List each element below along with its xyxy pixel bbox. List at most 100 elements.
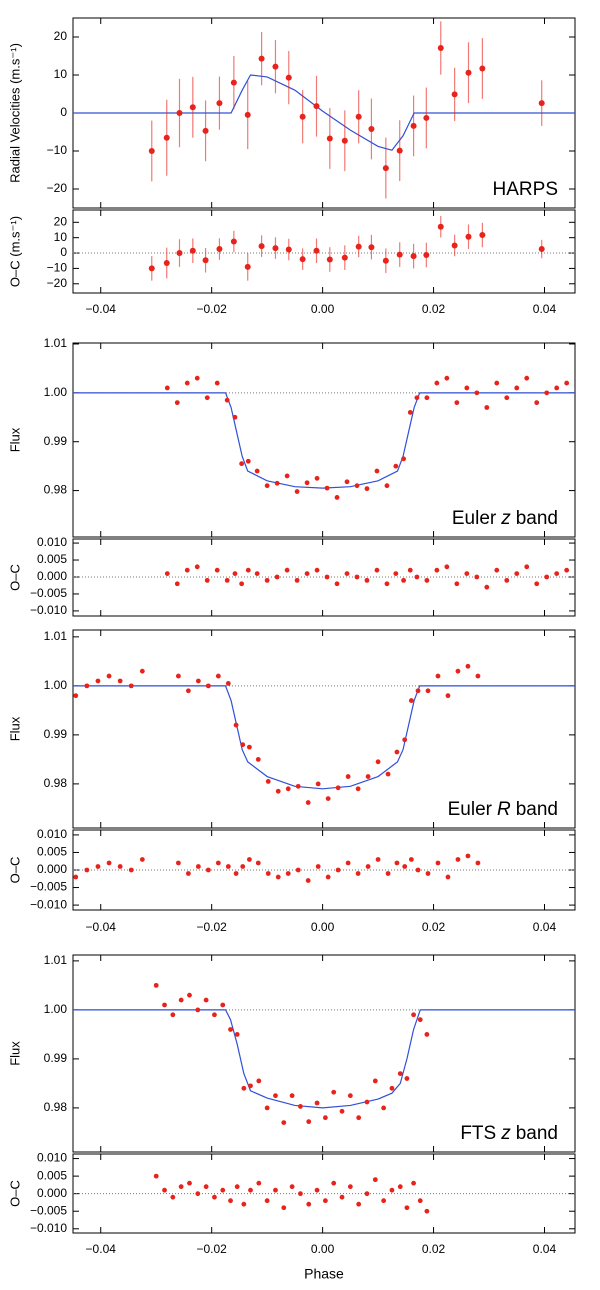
data-point (294, 577, 300, 583)
data-point (484, 405, 490, 410)
y-tick-label: 0.005 (37, 845, 67, 859)
data-point (404, 1076, 410, 1081)
data-point (325, 874, 331, 880)
data-point (464, 385, 470, 391)
model-curve (73, 685, 575, 790)
data-point (264, 1105, 270, 1111)
data-point (106, 673, 112, 679)
data-point (326, 256, 333, 263)
y-tick-label: 0.010 (37, 535, 67, 549)
data-point (554, 385, 560, 391)
data-point (368, 125, 375, 132)
data-point (256, 1180, 262, 1186)
data-point (195, 864, 201, 869)
data-point (538, 246, 545, 253)
data-point (414, 574, 420, 580)
data-point (347, 1184, 353, 1190)
y-tick-label: 0.005 (37, 1168, 67, 1182)
data-point (437, 223, 444, 230)
data-point (73, 874, 79, 880)
data-point (424, 1031, 430, 1037)
data-point (244, 263, 251, 270)
data-point (339, 1108, 345, 1114)
data-point (285, 246, 292, 253)
data-point (410, 122, 417, 129)
data-point (408, 857, 414, 862)
data-point (224, 397, 230, 403)
x-tick-label: 0.02 (422, 1242, 446, 1256)
y-tick-label: 0.99 (44, 727, 68, 741)
data-point (187, 1180, 192, 1186)
data-point (538, 100, 545, 107)
data-point (272, 63, 279, 70)
y-tick-label: 1.01 (44, 953, 68, 967)
x-tick-label: −0.04 (86, 302, 117, 316)
data-point (355, 243, 362, 250)
data-point (345, 774, 351, 779)
data-point (240, 742, 246, 748)
data-point (299, 256, 306, 263)
data-point (464, 571, 470, 576)
data-point (289, 1093, 295, 1099)
data-point (524, 564, 530, 570)
data-point (305, 800, 311, 805)
data-point (397, 1071, 403, 1076)
data-point (285, 786, 291, 792)
data-point (313, 103, 320, 110)
data-point (246, 857, 252, 862)
data-point (354, 483, 360, 489)
data-point (475, 673, 481, 679)
y-axis-label: Flux (7, 427, 22, 452)
data-point (345, 860, 351, 866)
data-point (214, 380, 220, 386)
data-point (424, 395, 430, 401)
data-point (163, 134, 170, 141)
data-point (325, 796, 331, 801)
x-tick-label: 0.00 (311, 1242, 335, 1256)
data-point (455, 668, 461, 674)
data-point (364, 1099, 370, 1105)
data-point (274, 480, 280, 486)
x-tick-label: 0.02 (422, 302, 446, 316)
x-tick-label: −0.02 (196, 1242, 227, 1256)
data-point (306, 1119, 312, 1125)
data-point (258, 243, 265, 250)
y-tick-label: 0.000 (37, 862, 67, 876)
data-point (189, 104, 196, 111)
data-point (382, 257, 389, 264)
y-tick-label: 0.000 (37, 569, 67, 583)
data-point (322, 1198, 328, 1204)
data-point (313, 247, 320, 254)
y-axis-label: O–C (7, 857, 22, 884)
annotation-part: FTS (460, 1123, 496, 1144)
y-axis-label: Flux (7, 1041, 22, 1066)
plot-frame (72, 209, 576, 294)
data-point (393, 463, 399, 469)
data-point (494, 380, 500, 386)
data-point (344, 479, 350, 485)
data-point (434, 567, 440, 573)
data-point (524, 375, 530, 381)
data-point (397, 1184, 403, 1190)
data-point (305, 878, 311, 883)
y-tick-label: 0.005 (37, 552, 67, 566)
data-point (241, 1201, 247, 1207)
x-axis-label: Phase (304, 1266, 344, 1282)
data-point (423, 114, 430, 121)
data-point (445, 693, 451, 699)
plot-frame (72, 954, 576, 1153)
data-point (368, 244, 375, 251)
data-point (437, 45, 444, 52)
data-point (424, 577, 430, 583)
data-point (244, 111, 251, 118)
y-axis-label: O–C (m.s⁻¹) (7, 216, 22, 287)
data-point (451, 242, 458, 249)
x-tick-label: 0.00 (311, 302, 335, 316)
data-point (544, 390, 550, 396)
data-point (185, 688, 191, 694)
plot-frame (72, 538, 576, 617)
y-tick-label: −20 (47, 276, 68, 290)
x-tick-label: 0.02 (422, 920, 446, 934)
data-point (465, 663, 471, 669)
